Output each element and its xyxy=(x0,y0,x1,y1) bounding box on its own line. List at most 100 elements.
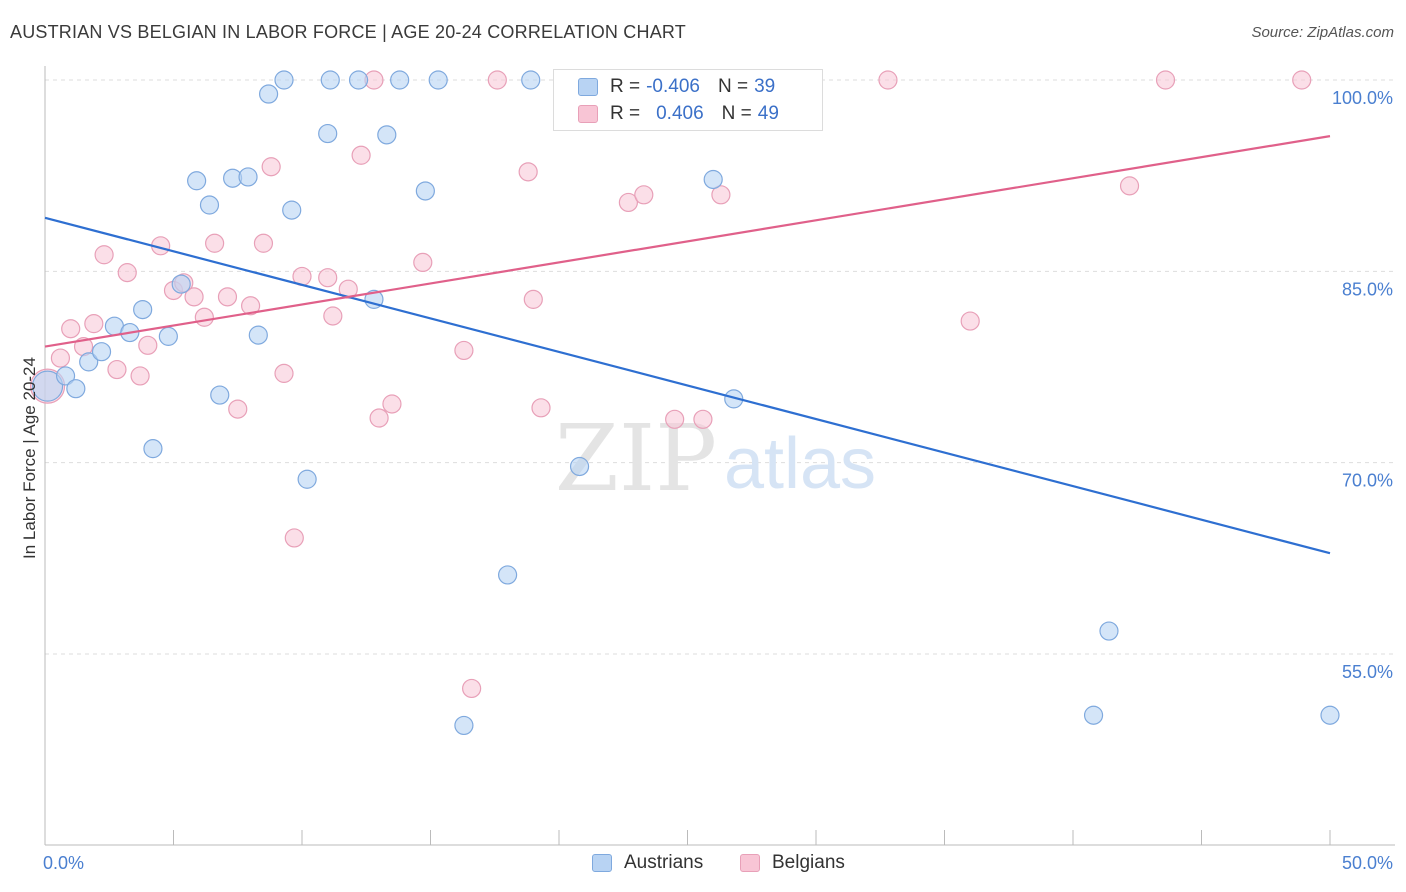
belgians-point xyxy=(274,363,294,383)
y-tick-label: 85.0% xyxy=(1342,279,1393,299)
austrians-point xyxy=(31,370,64,402)
legend-austrians[interactable]: Austrians xyxy=(592,852,703,874)
austrians-point xyxy=(282,200,302,220)
gridlines xyxy=(45,79,1395,655)
belgians-point xyxy=(634,185,654,205)
austrians-legend-label: Austrians xyxy=(624,852,704,873)
austrians-trend-line xyxy=(44,216,1331,555)
belgians-point xyxy=(61,319,81,339)
belgians-swatch xyxy=(578,105,598,123)
belgians-point xyxy=(1155,70,1176,90)
belgians-point xyxy=(323,306,343,326)
austrians-point xyxy=(1099,621,1119,641)
austrians-point xyxy=(55,366,76,386)
austrians-legend-swatch xyxy=(592,854,612,872)
y-tick-label: 100.0% xyxy=(1332,88,1393,108)
belgians-point xyxy=(523,289,543,309)
austrians-point xyxy=(248,325,268,345)
belgians-point xyxy=(878,70,898,90)
belgians-point xyxy=(413,252,433,273)
belgians-point xyxy=(261,157,281,177)
belgians-point xyxy=(117,263,137,283)
belgians-point xyxy=(138,335,158,355)
belgians-point xyxy=(518,162,538,182)
austrians-point xyxy=(498,565,518,585)
belgians-point xyxy=(1119,176,1140,196)
belgians-point xyxy=(94,245,114,265)
chart-title: AUSTRIAN VS BELGIAN IN LABOR FORCE | AGE… xyxy=(10,22,686,42)
belgians-point xyxy=(351,145,371,165)
trend-lines xyxy=(44,135,1331,555)
belgians-point xyxy=(454,340,474,361)
stats-legend: R = -0.406 N = 39 R = 0.406 N = 49 xyxy=(553,69,823,131)
y-tick-labels: 100.0% 85.0% 70.0% 55.0% xyxy=(1332,88,1393,682)
austrians-point xyxy=(454,715,474,736)
austrians-point xyxy=(133,300,153,320)
austrians-point xyxy=(377,125,397,145)
austrians-point xyxy=(1320,705,1340,725)
belgians-legend-swatch xyxy=(740,854,760,872)
belgians-point xyxy=(1292,70,1312,90)
belgians-point xyxy=(228,399,248,419)
r-value-austrians: -0.406 xyxy=(646,76,700,97)
belgians-point xyxy=(241,296,261,316)
belgians-point xyxy=(284,528,304,548)
r-label: R = xyxy=(610,76,641,97)
y-tick-label: 70.0% xyxy=(1342,471,1393,491)
austrians-points xyxy=(31,70,1340,736)
n-label: N = xyxy=(721,103,752,124)
austrians-point xyxy=(318,123,338,144)
belgians-point xyxy=(531,398,551,418)
y-tick-label: 55.0% xyxy=(1342,662,1393,682)
austrians-point xyxy=(703,169,723,190)
belgians-point xyxy=(487,70,507,90)
austrians-point xyxy=(320,70,340,90)
x-tick-labels: 0.0% 50.0% xyxy=(43,853,1393,873)
austrians-point xyxy=(210,385,230,405)
austrians-point xyxy=(415,181,435,201)
belgians-point xyxy=(318,268,338,288)
legend-belgians[interactable]: Belgians xyxy=(740,852,845,874)
belgians-point xyxy=(217,287,238,307)
austrians-point xyxy=(1083,705,1104,725)
legend-row-belgians: R = 0.406 N = 49 xyxy=(578,101,779,127)
austrians-point xyxy=(258,84,279,104)
austrians-point xyxy=(274,70,294,90)
n-value-belgians: 49 xyxy=(757,103,779,124)
austrians-point xyxy=(428,70,448,90)
n-value-austrians: 39 xyxy=(754,76,776,97)
belgians-point xyxy=(665,409,685,429)
belgians-point xyxy=(130,366,150,386)
x-tick-label: 0.0% xyxy=(43,853,84,873)
r-value-belgians: 0.406 xyxy=(656,103,704,124)
austrians-point xyxy=(158,326,178,346)
belgians-point xyxy=(960,311,980,331)
belgians-point xyxy=(338,279,358,299)
belgians-point xyxy=(205,233,225,253)
belgians-legend-label: Belgians xyxy=(772,852,845,873)
belgians-point xyxy=(369,408,389,428)
y-axis-label: In Labor Force | Age 20-24 xyxy=(20,357,39,559)
austrians-point xyxy=(390,70,410,90)
n-label: N = xyxy=(717,76,749,97)
austrians-point xyxy=(187,171,207,191)
austrians-point xyxy=(66,379,86,399)
austrians-point xyxy=(171,274,191,294)
belgians-point xyxy=(253,233,274,253)
watermark-atlas: atlas xyxy=(724,424,876,504)
belgians-point xyxy=(382,394,402,414)
austrians-point xyxy=(348,70,369,90)
austrians-point xyxy=(521,70,541,90)
austrians-point xyxy=(297,469,317,489)
austrians-point xyxy=(199,195,220,215)
belgians-point xyxy=(107,359,127,380)
austrians-point xyxy=(91,342,112,362)
belgians-point xyxy=(711,185,731,205)
belgians-point xyxy=(184,287,204,307)
belgians-trend-line xyxy=(44,135,1331,348)
belgians-point xyxy=(693,409,713,429)
belgians-points xyxy=(29,70,1312,699)
belgians-point xyxy=(462,678,482,699)
source-label: Source: ZipAtlas.com xyxy=(1251,24,1394,41)
